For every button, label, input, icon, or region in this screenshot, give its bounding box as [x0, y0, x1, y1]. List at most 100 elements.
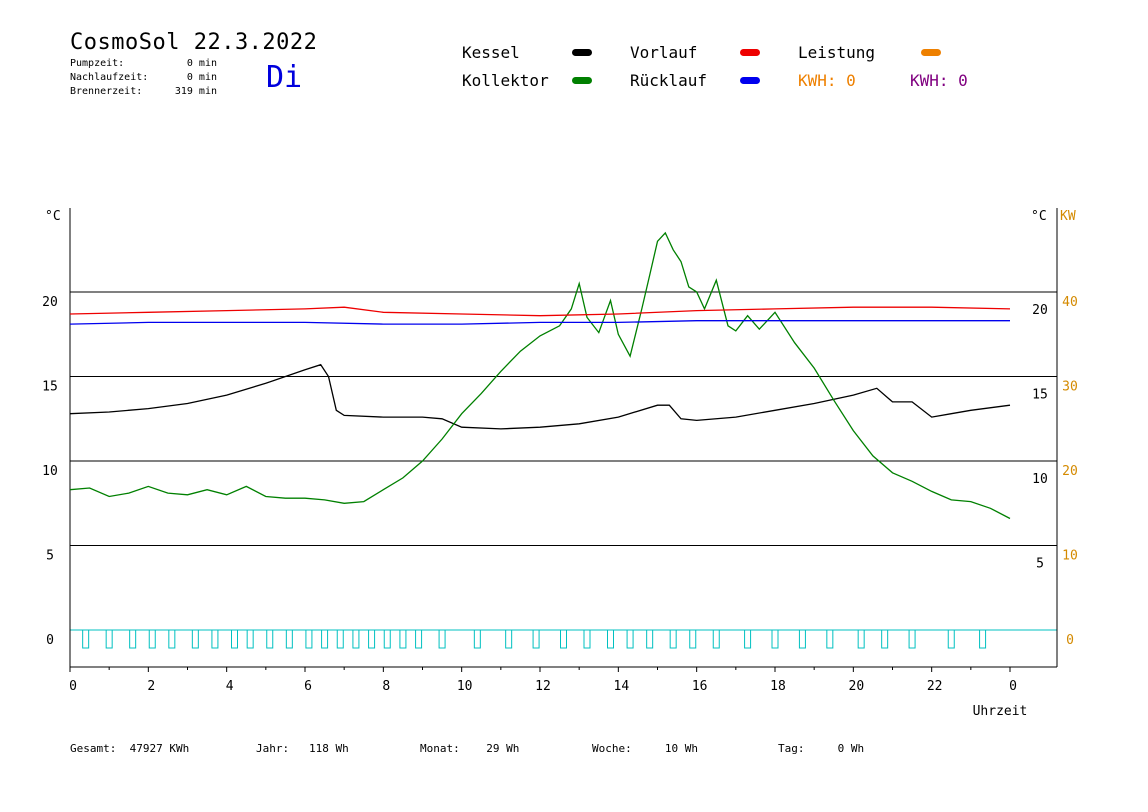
x-tick-label: 10 [457, 679, 473, 694]
y-right-power-tick-label: 40 [1062, 295, 1078, 310]
brennerzeit-value: 319 min [174, 86, 217, 97]
legend-kessel-label: Kessel [462, 43, 520, 62]
y-left-tick-label: 5 [46, 549, 54, 564]
footer-monat: Monat: 29 Wh [420, 742, 520, 755]
pump-pulse [336, 629, 344, 649]
y-right-power-tick-label: 30 [1062, 380, 1078, 395]
y-right-temp-tick-label: 10 [1032, 472, 1048, 487]
x-tick-label: 0 [69, 679, 77, 694]
y-right-power-tick-label: 0 [1066, 633, 1074, 648]
pump-pulse [712, 629, 720, 649]
y-left-tick-label: 15 [42, 380, 58, 395]
x-tick-label: 2 [147, 679, 155, 694]
y-right-power-unit-label: KW [1060, 209, 1076, 224]
weekday-label: Di [266, 60, 303, 95]
kwh-orange-label: KWH: 0 [798, 71, 856, 90]
y-right-power-tick-label: 10 [1062, 549, 1078, 564]
chart-grid [70, 291, 1057, 631]
pump-pulse [168, 629, 176, 649]
legend-vorlauf-label: Vorlauf [630, 43, 698, 62]
nachlaufzeit-label: Nachlaufzeit: [70, 72, 149, 83]
pump-pulse [352, 629, 360, 649]
pump-pulse [321, 629, 329, 649]
pump-pulse [798, 629, 806, 649]
footer-gesamt: Gesamt: 47927 KWh [70, 742, 190, 755]
y-left-tick-label: 0 [46, 633, 54, 648]
series-kessel [69, 363, 1011, 430]
pump-pulses [82, 629, 987, 649]
pump-pulse [947, 629, 955, 649]
pump-pulse [669, 629, 677, 649]
x-axis-label: Uhrzeit [973, 704, 1028, 719]
pump-pulse [246, 629, 254, 649]
pump-pulse [305, 629, 313, 649]
pump-pulse [231, 629, 238, 649]
series-rücklauf [69, 320, 1010, 325]
footer-tag: Tag: 0 Wh [778, 742, 865, 755]
pump-pulse [285, 629, 293, 649]
legend-kessel-swatch [572, 49, 592, 56]
kwh-purple-label: KWH: 0 [910, 71, 968, 90]
nachlaufzeit-value: 0 min [186, 72, 217, 83]
x-tick-label: 6 [304, 679, 312, 694]
pumpzeit-value: 0 min [186, 58, 217, 69]
y-right-power-tick-label: 20 [1062, 464, 1078, 479]
legend-kollektor-swatch [572, 77, 592, 84]
x-tick-label: 0 [1009, 679, 1017, 694]
pump-pulse [129, 629, 137, 649]
pump-pulse [532, 629, 540, 649]
x-tick-label: 18 [770, 679, 786, 694]
pump-pulse [771, 629, 779, 649]
pumpzeit-label: Pumpzeit: [70, 58, 125, 69]
legend-ruecklauf-label: Rücklauf [630, 71, 708, 90]
chart-tick-labels: 0 2 4 6 8 10 12 14 16 18 20 22 0 Uhrzeit 0 5 10 15 20 °C 5 10… [42, 209, 1078, 719]
legend-leistung-swatch [921, 49, 941, 56]
y-right-temp-tick-label: 5 [1036, 557, 1044, 572]
x-tick-label: 20 [849, 679, 865, 694]
legend-vorlauf-swatch [740, 49, 760, 56]
y-left-tick-label: 20 [42, 295, 58, 310]
pump-pulse [607, 629, 614, 649]
pump-pulse [626, 629, 634, 649]
pump-pulse [415, 629, 423, 649]
footer-woche: Woche: 10 Wh [592, 742, 698, 755]
chart-series [69, 231, 1011, 520]
pump-pulse [881, 629, 889, 649]
pump-pulse [560, 629, 567, 649]
pump-pulse [473, 629, 481, 649]
pump-pulse [826, 629, 834, 649]
x-tick-label: 12 [535, 679, 551, 694]
pump-pulse [438, 629, 446, 649]
y-right-temp-tick-label: 20 [1032, 303, 1048, 318]
x-tick-label: 4 [226, 679, 234, 694]
pump-pulse [505, 629, 513, 649]
pump-pulse [383, 629, 391, 649]
pump-pulse [211, 629, 219, 649]
page-title: CosmoSol 22.3.2022 [70, 30, 318, 55]
y-right-temp-unit-label: °C [1031, 209, 1047, 224]
x-tick-label: 8 [382, 679, 390, 694]
legend-ruecklauf-swatch [740, 77, 760, 84]
pump-pulse [583, 629, 591, 649]
chart-axes [69, 208, 1058, 672]
pump-pulse [857, 629, 865, 649]
y-left-tick-label: 10 [42, 464, 58, 479]
y-left-unit-label: °C [45, 209, 61, 224]
series-vorlauf [69, 306, 1011, 317]
pump-pulse [368, 629, 376, 649]
pump-pulse [191, 629, 199, 649]
pump-pulse [105, 629, 113, 649]
legend-kollektor-label: Kollektor [462, 71, 549, 90]
pump-pulse [148, 629, 156, 649]
series-kollektor [69, 231, 1011, 520]
pump-pulse [82, 629, 90, 649]
pump-pulse [908, 629, 916, 649]
pump-pulse [266, 629, 274, 649]
footer-jahr: Jahr: 118 Wh [256, 742, 349, 755]
pump-pulse [646, 629, 654, 649]
x-tick-label: 22 [927, 679, 943, 694]
pump-pulse [744, 629, 752, 649]
y-right-temp-tick-label: 15 [1032, 388, 1048, 403]
x-tick-label: 14 [614, 679, 630, 694]
